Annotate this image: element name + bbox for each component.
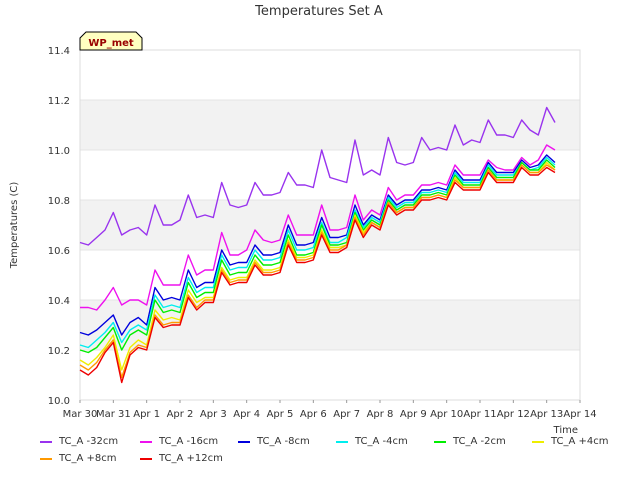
legend-swatch	[532, 440, 544, 443]
legend-item: TC_A -4cm	[336, 436, 408, 447]
legend-item: TC_A -32cm	[40, 436, 118, 447]
y-tick-label: 11.2	[48, 96, 70, 107]
y-tick-label: 10.6	[48, 246, 70, 257]
x-tick-label: Apr 14	[563, 409, 596, 420]
legend-swatch	[434, 440, 446, 443]
annotation-label: WP_met	[88, 38, 134, 49]
grid-bands	[80, 49, 580, 401]
chart-title: Temperatures Set A	[254, 4, 383, 19]
x-tick-label: Apr 1	[133, 409, 160, 420]
series-line-2	[79, 154, 556, 336]
grid-band	[80, 300, 580, 350]
series-line-4	[79, 159, 556, 354]
legend-item: TC_A +8cm	[40, 453, 117, 464]
legend-swatch	[140, 457, 152, 460]
grid-band	[80, 100, 580, 150]
grid-band	[80, 350, 580, 400]
x-tick-label: Apr 11	[463, 409, 496, 420]
legend-item: TC_A -8cm	[238, 436, 310, 447]
legend-item: TC_A -16cm	[140, 436, 218, 447]
plot-area-frame	[79, 49, 581, 401]
legend-label: TC_A +4cm	[551, 436, 609, 447]
grid-band	[80, 50, 580, 100]
legend-label: TC_A +8cm	[59, 453, 117, 464]
x-tick-label: Apr 7	[333, 409, 360, 420]
x-tick-label: Apr 8	[367, 409, 394, 420]
series-line-1	[80, 144, 556, 311]
annotation-box	[79, 31, 143, 51]
x-tick-label: Apr 13	[530, 409, 563, 420]
series-line-0	[79, 106, 556, 246]
legend-label: TC_A -4cm	[355, 436, 408, 447]
series-line-7	[79, 166, 556, 384]
y-tick-label: 10.4	[48, 296, 70, 307]
x-tick-label: Apr 2	[167, 409, 194, 420]
y-tick-label: 11.0	[48, 146, 70, 157]
x-tick-label: Mar 30	[63, 409, 98, 420]
x-tick-label: Apr 3	[200, 409, 227, 420]
legend-label: TC_A -16cm	[159, 436, 219, 447]
x-axis-label: Time	[553, 425, 578, 436]
x-tick-label: Apr 5	[267, 409, 294, 420]
legend-label: TC_A -2cm	[453, 436, 506, 447]
y-tick-label: 11.4	[48, 46, 70, 57]
x-tick-label: Mar 31	[96, 409, 131, 420]
wp-met-annotation: WP_met	[79, 31, 143, 51]
x-tick-label: Apr 12	[497, 409, 530, 420]
x-tick-label: Apr 9	[400, 409, 427, 420]
legend-item: TC_A -2cm	[434, 436, 506, 447]
legend-swatch	[40, 440, 52, 443]
legend-swatch	[140, 440, 152, 443]
grid-band	[80, 250, 580, 300]
x-tick-label: Apr 4	[233, 409, 260, 420]
legend-label: TC_A -32cm	[59, 436, 119, 447]
legend-item: TC_A +12cm	[140, 453, 223, 464]
y-axis-ticks: 10.0 10.2 10.4 10.6 10.8 11.0 11.2 11.4	[48, 46, 70, 407]
x-tick-label: Apr 6	[300, 409, 327, 420]
legend-swatch	[40, 457, 52, 460]
legend-swatch	[238, 440, 250, 443]
legend-label: TC_A +12cm	[159, 453, 223, 464]
y-tick-label: 10.0	[48, 396, 70, 407]
y-axis-label: Temperatures (C)	[9, 182, 20, 270]
legend-item: TC_A +4cm	[532, 436, 609, 447]
y-tick-label: 10.8	[48, 196, 70, 207]
legend-label: TC_A -8cm	[257, 436, 310, 447]
series-line-3	[79, 156, 556, 349]
series-line-6	[79, 164, 556, 379]
series-lines	[79, 106, 556, 384]
y-tick-label: 10.2	[48, 346, 70, 357]
x-tick-label: Apr 10	[430, 409, 463, 420]
legend-swatch	[336, 440, 348, 443]
